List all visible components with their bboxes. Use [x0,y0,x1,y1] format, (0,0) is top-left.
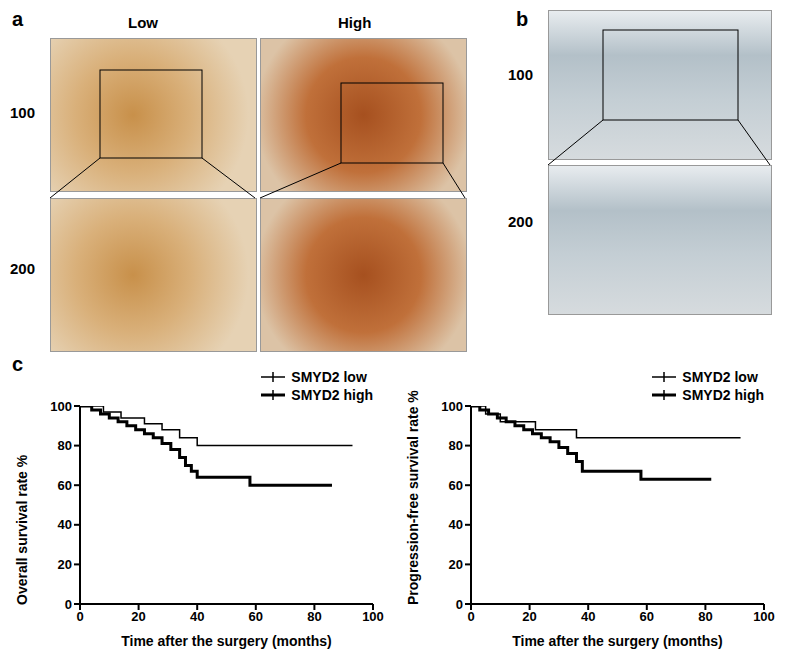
svg-text:100: 100 [753,609,775,624]
svg-text:80: 80 [449,438,463,453]
svg-text:60: 60 [249,609,263,624]
svg-text:40: 40 [581,609,595,624]
svg-text:60: 60 [449,478,463,493]
svg-text:60: 60 [58,478,72,493]
svg-text:80: 80 [698,609,712,624]
html-text:200: 200 [10,260,35,277]
html-text:b: b [516,8,529,30]
html-text:High: High [338,14,372,31]
html-text:Low: Low [128,14,158,31]
svg-text:Overall survival rate %: Overall survival rate % [14,454,30,605]
svg-text:20: 20 [522,609,536,624]
html-text:a: a [12,8,24,30]
svg-text:0: 0 [65,597,72,612]
html-text:SMYD2 low: SMYD2 low [682,369,758,385]
svg-text:20: 20 [58,557,72,572]
html-text:SMYD2 high: SMYD2 high [291,387,373,403]
svg-text:Time after the surgery (months: Time after the surgery (months) [121,633,332,649]
html-text:200: 200 [508,213,533,230]
svg-text:100: 100 [441,399,463,414]
svg-text:0: 0 [76,609,83,624]
html-text:100: 100 [508,66,533,83]
svg-text:Progression-free survival rate: Progression-free survival rate % [405,390,421,605]
svg-text:20: 20 [131,609,145,624]
svg-text:80: 80 [307,609,321,624]
svg-text:100: 100 [50,399,72,414]
svg-text:100: 100 [362,609,384,624]
html-text:SMYD2 high: SMYD2 high [682,387,764,403]
svg-text:40: 40 [58,517,72,532]
html-text:100: 100 [10,104,35,121]
svg-text:40: 40 [190,609,204,624]
svg-text:0: 0 [467,609,474,624]
svg-text:40: 40 [449,517,463,532]
svg-text:20: 20 [449,557,463,572]
svg-text:60: 60 [640,609,654,624]
html-text:SMYD2 low: SMYD2 low [291,369,367,385]
svg-text:Time after the surgery (months: Time after the surgery (months) [512,633,723,649]
svg-text:80: 80 [58,438,72,453]
html-text:c: c [12,353,24,375]
svg-text:0: 0 [456,597,463,612]
